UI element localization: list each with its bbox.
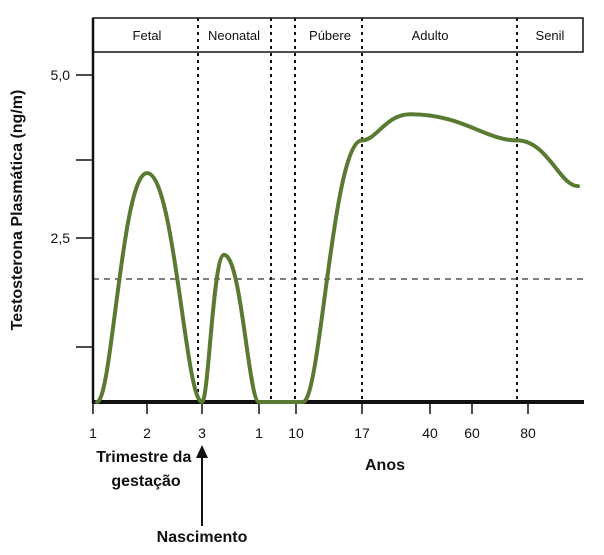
birth-label: Nascimento [157, 529, 248, 546]
x-tick-label: 1 [255, 425, 263, 441]
y-axis-label: Testosterona Plasmática (ng/m) [9, 90, 26, 331]
phase-fetal: Fetal [133, 28, 162, 43]
y-tick-label-2-5: 2,5 [51, 230, 71, 246]
testosterone-curve [95, 112, 580, 404]
x-tick-label: 80 [520, 425, 536, 441]
phase-dividers [197, 18, 518, 402]
birth-arrow-head [196, 445, 208, 458]
x-tick-label: 60 [464, 425, 480, 441]
trimester-label: Trimestre da gestação [96, 449, 196, 490]
phase-neonatal: Neonatal [208, 28, 260, 43]
x-tick-label: 10 [288, 425, 304, 441]
phase-senil: Senil [536, 28, 565, 43]
phase-adulto: Adulto [412, 28, 449, 43]
x-axis-label: Anos [365, 457, 405, 474]
x-tick-label: 17 [354, 425, 370, 441]
x-tick-label: 3 [198, 425, 206, 441]
phase-pubere: Púbere [309, 28, 351, 43]
x-tick-label: 1 [89, 425, 97, 441]
y-tick-label-5: 5,0 [51, 67, 71, 83]
x-tick-label: 2 [143, 425, 151, 441]
x-tick-label: 40 [422, 425, 438, 441]
